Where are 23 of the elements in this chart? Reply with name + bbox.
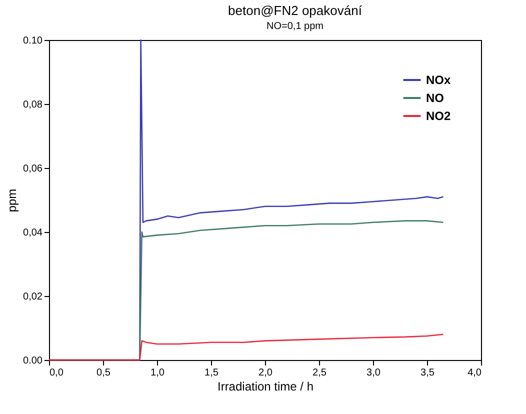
x-tick-label: 4,0: [468, 368, 482, 378]
x-tick-label: 1,5: [204, 368, 219, 378]
y-tick-label: 0.10: [23, 36, 43, 46]
x-tick-label: 3,0: [366, 368, 381, 378]
text: NO=0,1 ppm: [266, 21, 324, 32]
legend-label: NOx: [426, 73, 451, 87]
y-tick-label: 0.00: [23, 356, 43, 366]
y-axis-title: ppm: [5, 188, 20, 212]
x-tick-label: 0,5: [96, 368, 111, 378]
legend-label: NO2: [426, 109, 451, 123]
x-tick-label: 2,5: [312, 368, 327, 378]
x-tick-label: 3,5: [420, 368, 435, 378]
chart-title: beton@FN2 opakování: [228, 3, 362, 18]
y-tick-label: 0,02: [23, 292, 43, 302]
y-tick-label: 0,04: [23, 228, 43, 238]
x-tick-label: 1,0: [150, 368, 165, 378]
legend-label: NO: [426, 91, 444, 105]
y-tick-label: 0,06: [23, 164, 43, 174]
line-series: [48, 334, 444, 361]
y-tick-label: 0,08: [23, 100, 43, 110]
x-tick-label: 0,0: [50, 368, 64, 378]
x-tick-label: 2,0: [258, 368, 273, 378]
x-axis-title: Irradiation time / h: [217, 380, 314, 394]
